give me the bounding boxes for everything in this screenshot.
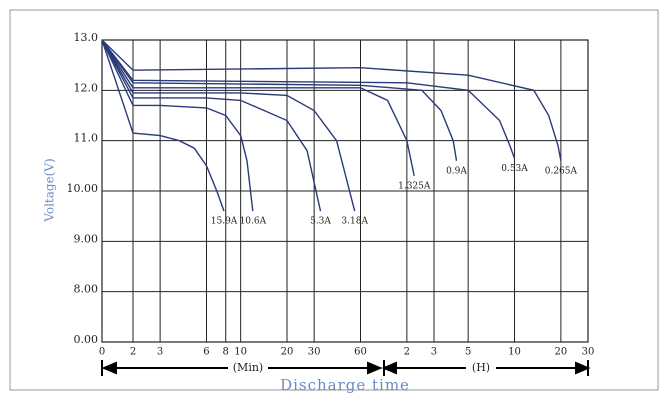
y-tick-label: 9.00: [74, 232, 99, 245]
y-tick-label: 11.0: [74, 132, 99, 145]
annotation: (Min): [233, 361, 263, 374]
curve-label: 1.325A: [398, 181, 431, 191]
discharge-curve: [101, 39, 562, 161]
x-tick-label: 30: [582, 347, 595, 358]
y-tick-label: 13.0: [74, 31, 99, 44]
x-tick-label: 3: [157, 347, 163, 358]
discharge-curve: [101, 39, 356, 212]
x-tick-label: 2: [130, 347, 136, 358]
y-tick-label: 10.00: [67, 182, 99, 195]
discharge-curve: [101, 39, 516, 159]
discharge-curve: [101, 39, 322, 212]
annotation: (H): [472, 361, 490, 374]
curve-label: 15.9A: [211, 217, 238, 227]
x-tick-label: 20: [281, 347, 294, 358]
y-axis-label: Voltage(V): [43, 158, 57, 222]
y-tick-label: 12.0: [74, 81, 99, 94]
arrows: [101, 360, 591, 376]
discharge-curve: [101, 39, 415, 177]
x-tick-label: 6: [203, 347, 209, 358]
curve-label: 10.6A: [240, 217, 267, 227]
discharge-curve: [101, 39, 458, 161]
x-tick-label: 3: [431, 347, 437, 358]
x-tick-label: 30: [308, 347, 321, 358]
x-tick-label: 10: [508, 347, 521, 358]
x-tick-label: 5: [465, 347, 471, 358]
frame: [9, 9, 659, 391]
curve-label: 0.9A: [446, 166, 467, 176]
x-tick-label: 2: [404, 347, 410, 358]
curve-label: 3.18A: [341, 217, 368, 227]
curve-label: 0.265A: [545, 166, 578, 176]
discharge-curve: [101, 39, 225, 212]
x-tick-label: 8: [223, 347, 229, 358]
curve-label: 5.3A: [310, 217, 331, 227]
curve-label: 0.53A: [501, 164, 528, 174]
x-tick-label: 10: [234, 347, 247, 358]
x-axis-label: Discharge time: [280, 376, 410, 394]
discharge-curve: [101, 39, 254, 212]
x-tick-label: 0: [99, 347, 105, 358]
y-tick-label: 8.00: [74, 283, 99, 296]
y-tick-label: 0.00: [74, 333, 99, 346]
x-tick-label: 20: [555, 347, 568, 358]
x-tick-label: 60: [354, 347, 367, 358]
